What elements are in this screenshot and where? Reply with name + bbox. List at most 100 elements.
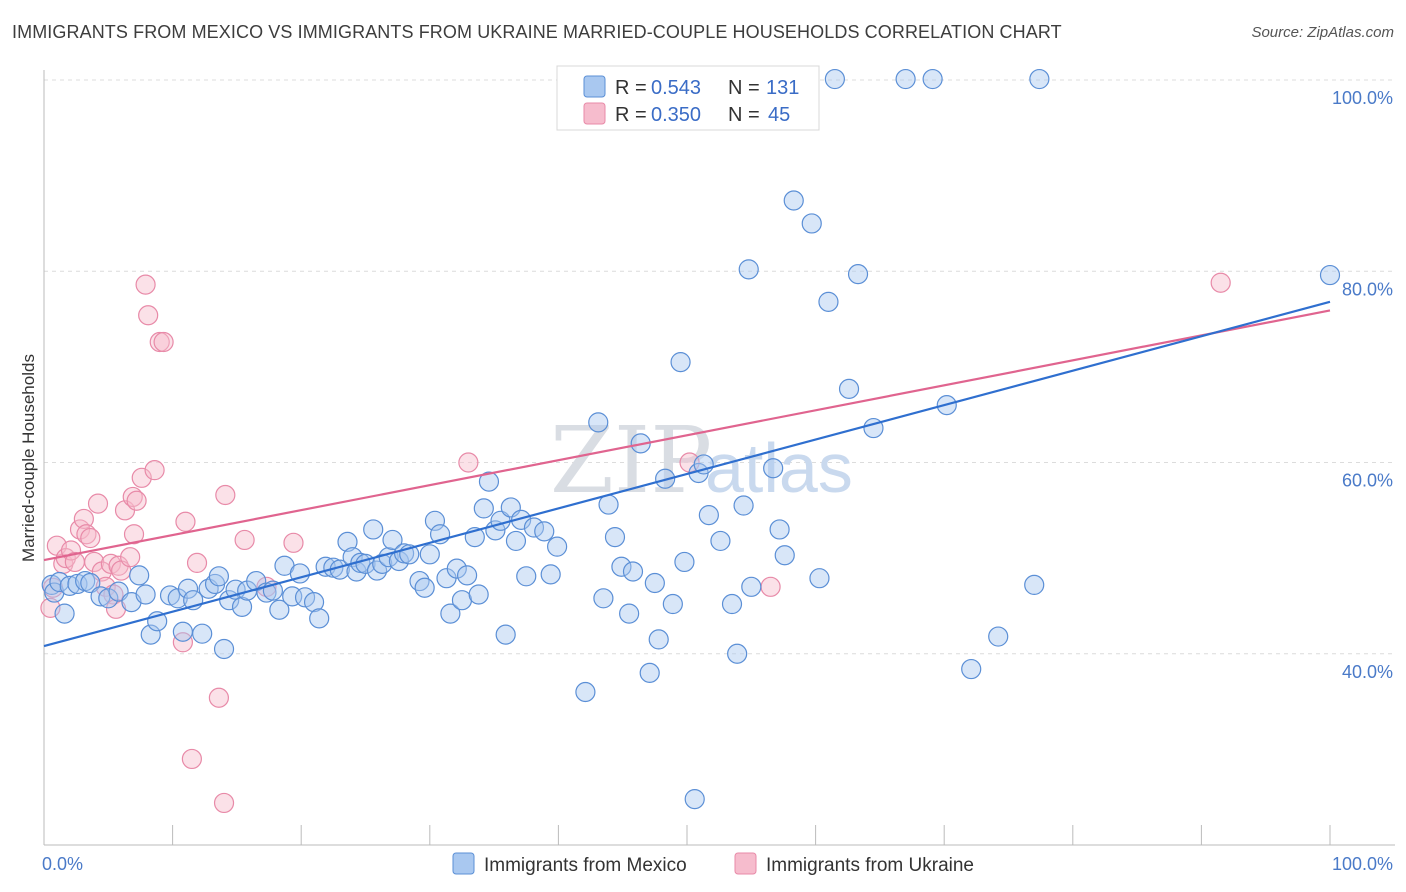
- mexico-point: [648, 629, 669, 650]
- watermark: ZIP atlas: [550, 407, 853, 514]
- axes: [43, 70, 1395, 846]
- x-tick-labels: 0.0% 100.0%: [42, 854, 1393, 874]
- watermark-zip: ZIP: [550, 407, 712, 514]
- mexico-point: [98, 588, 119, 609]
- mexico-point: [710, 530, 731, 552]
- x-tick-label-min: 0.0%: [42, 854, 83, 874]
- mexico-point: [363, 519, 384, 540]
- mexico-point: [54, 603, 75, 624]
- mexico-point: [662, 593, 683, 615]
- ukraine-point: [122, 486, 143, 508]
- ukraine-trend-line: [43, 309, 1331, 562]
- ukraine-point: [153, 331, 174, 353]
- mexico-point: [192, 623, 213, 644]
- mexico-point: [774, 545, 795, 566]
- mexico-point: [763, 458, 784, 479]
- legend-r-value-ukraine: 0.350: [651, 104, 701, 126]
- ukraine-point: [87, 493, 109, 514]
- y-tick-labels: 40.0% 60.0% 80.0% 100.0%: [1332, 88, 1393, 682]
- mexico-point: [619, 603, 640, 624]
- mexico-point: [414, 577, 435, 598]
- ukraine-point: [126, 490, 147, 511]
- ukraine-point: [186, 552, 208, 574]
- x-tick-label-max: 100.0%: [1332, 854, 1393, 874]
- mexico-point: [495, 624, 516, 645]
- bottom-legend-label-mexico: Immigrants from Mexico: [484, 855, 687, 876]
- mexico-trend-line: [43, 300, 1331, 648]
- mexico-point: [1029, 68, 1050, 90]
- mexico-point: [49, 571, 70, 593]
- mexico-point: [684, 788, 705, 810]
- mexico-point: [818, 291, 839, 312]
- legend-r-label-mexico: R =: [615, 77, 647, 99]
- mexico-point: [670, 351, 691, 373]
- mexico-point: [446, 558, 467, 579]
- mexico-point: [588, 412, 609, 433]
- mexico-point: [424, 510, 446, 531]
- ukraine-point: [234, 529, 255, 551]
- bottom-legend-swatch-mexico: [452, 852, 475, 875]
- mexico-point: [337, 531, 358, 552]
- ukraine-point: [120, 547, 141, 568]
- ukraine-point: [172, 632, 193, 653]
- mexico-point: [922, 68, 943, 90]
- ukraine-point: [208, 687, 229, 708]
- mexico-point: [172, 621, 193, 642]
- y-axis-label: Married-couple Households: [19, 354, 38, 562]
- ukraine-point: [123, 524, 145, 545]
- legend-n-label-ukraine: N =: [728, 104, 760, 126]
- mexico-point: [622, 561, 644, 582]
- ukraine-point: [131, 467, 152, 488]
- mexico-point: [478, 471, 500, 492]
- mexico-point: [547, 536, 568, 557]
- mexico-point: [847, 264, 869, 285]
- mexico-point: [809, 568, 830, 589]
- ukraine-point: [760, 576, 781, 597]
- mexico-point: [540, 564, 561, 585]
- x-tick-marks: [43, 825, 1331, 845]
- mexico-point: [523, 517, 545, 538]
- y-tick-label: 100.0%: [1332, 88, 1393, 108]
- ukraine-point: [458, 452, 479, 473]
- ukraine-point: [213, 792, 235, 814]
- ukraine-point: [73, 508, 94, 530]
- mexico-point: [135, 584, 156, 605]
- mexico-point: [824, 68, 845, 90]
- ukraine-point: [76, 524, 97, 545]
- mexico-point: [801, 213, 822, 234]
- series-legend: Immigrants from Mexico Immigrants from U…: [452, 852, 974, 876]
- ukraine-point: [144, 460, 165, 481]
- mexico-point: [269, 599, 290, 620]
- mexico-point: [895, 68, 916, 90]
- mexico-point: [534, 521, 555, 542]
- mexico-point: [593, 588, 614, 609]
- mexico-point: [988, 626, 1009, 647]
- mexico-point: [674, 551, 695, 573]
- ukraine-point: [1210, 272, 1231, 293]
- y-tick-label: 60.0%: [1342, 471, 1393, 491]
- y-tick-label: 80.0%: [1342, 279, 1393, 299]
- mexico-point: [1319, 264, 1341, 286]
- mexico-point: [140, 624, 161, 645]
- mexico-point: [440, 603, 461, 624]
- legend-n-label-mexico: N =: [728, 77, 760, 99]
- mexico-point: [769, 519, 790, 540]
- correlation-legend: R = 0.543 N = 131 R = 0.350 N = 45: [556, 65, 820, 131]
- watermark-atlas: atlas: [705, 429, 853, 507]
- ukraine-point: [138, 305, 159, 326]
- mexico-point: [159, 585, 181, 606]
- ukraine-point: [215, 484, 236, 506]
- legend-swatch-mexico: [583, 75, 606, 98]
- mexico-point: [451, 590, 473, 611]
- chart-title: IMMIGRANTS FROM MEXICO VS IMMIGRANTS FRO…: [12, 22, 1062, 42]
- ukraine-point: [283, 532, 304, 553]
- ukraine-point: [181, 748, 202, 770]
- bottom-legend-swatch-ukraine: [734, 852, 757, 875]
- mexico-point: [838, 378, 860, 399]
- y-tick-label: 40.0%: [1342, 662, 1393, 682]
- mexico-point: [961, 658, 982, 680]
- chart-source: Source: ZipAtlas.com: [1251, 24, 1394, 41]
- ukraine-point: [100, 553, 121, 574]
- mexico-point: [639, 662, 660, 683]
